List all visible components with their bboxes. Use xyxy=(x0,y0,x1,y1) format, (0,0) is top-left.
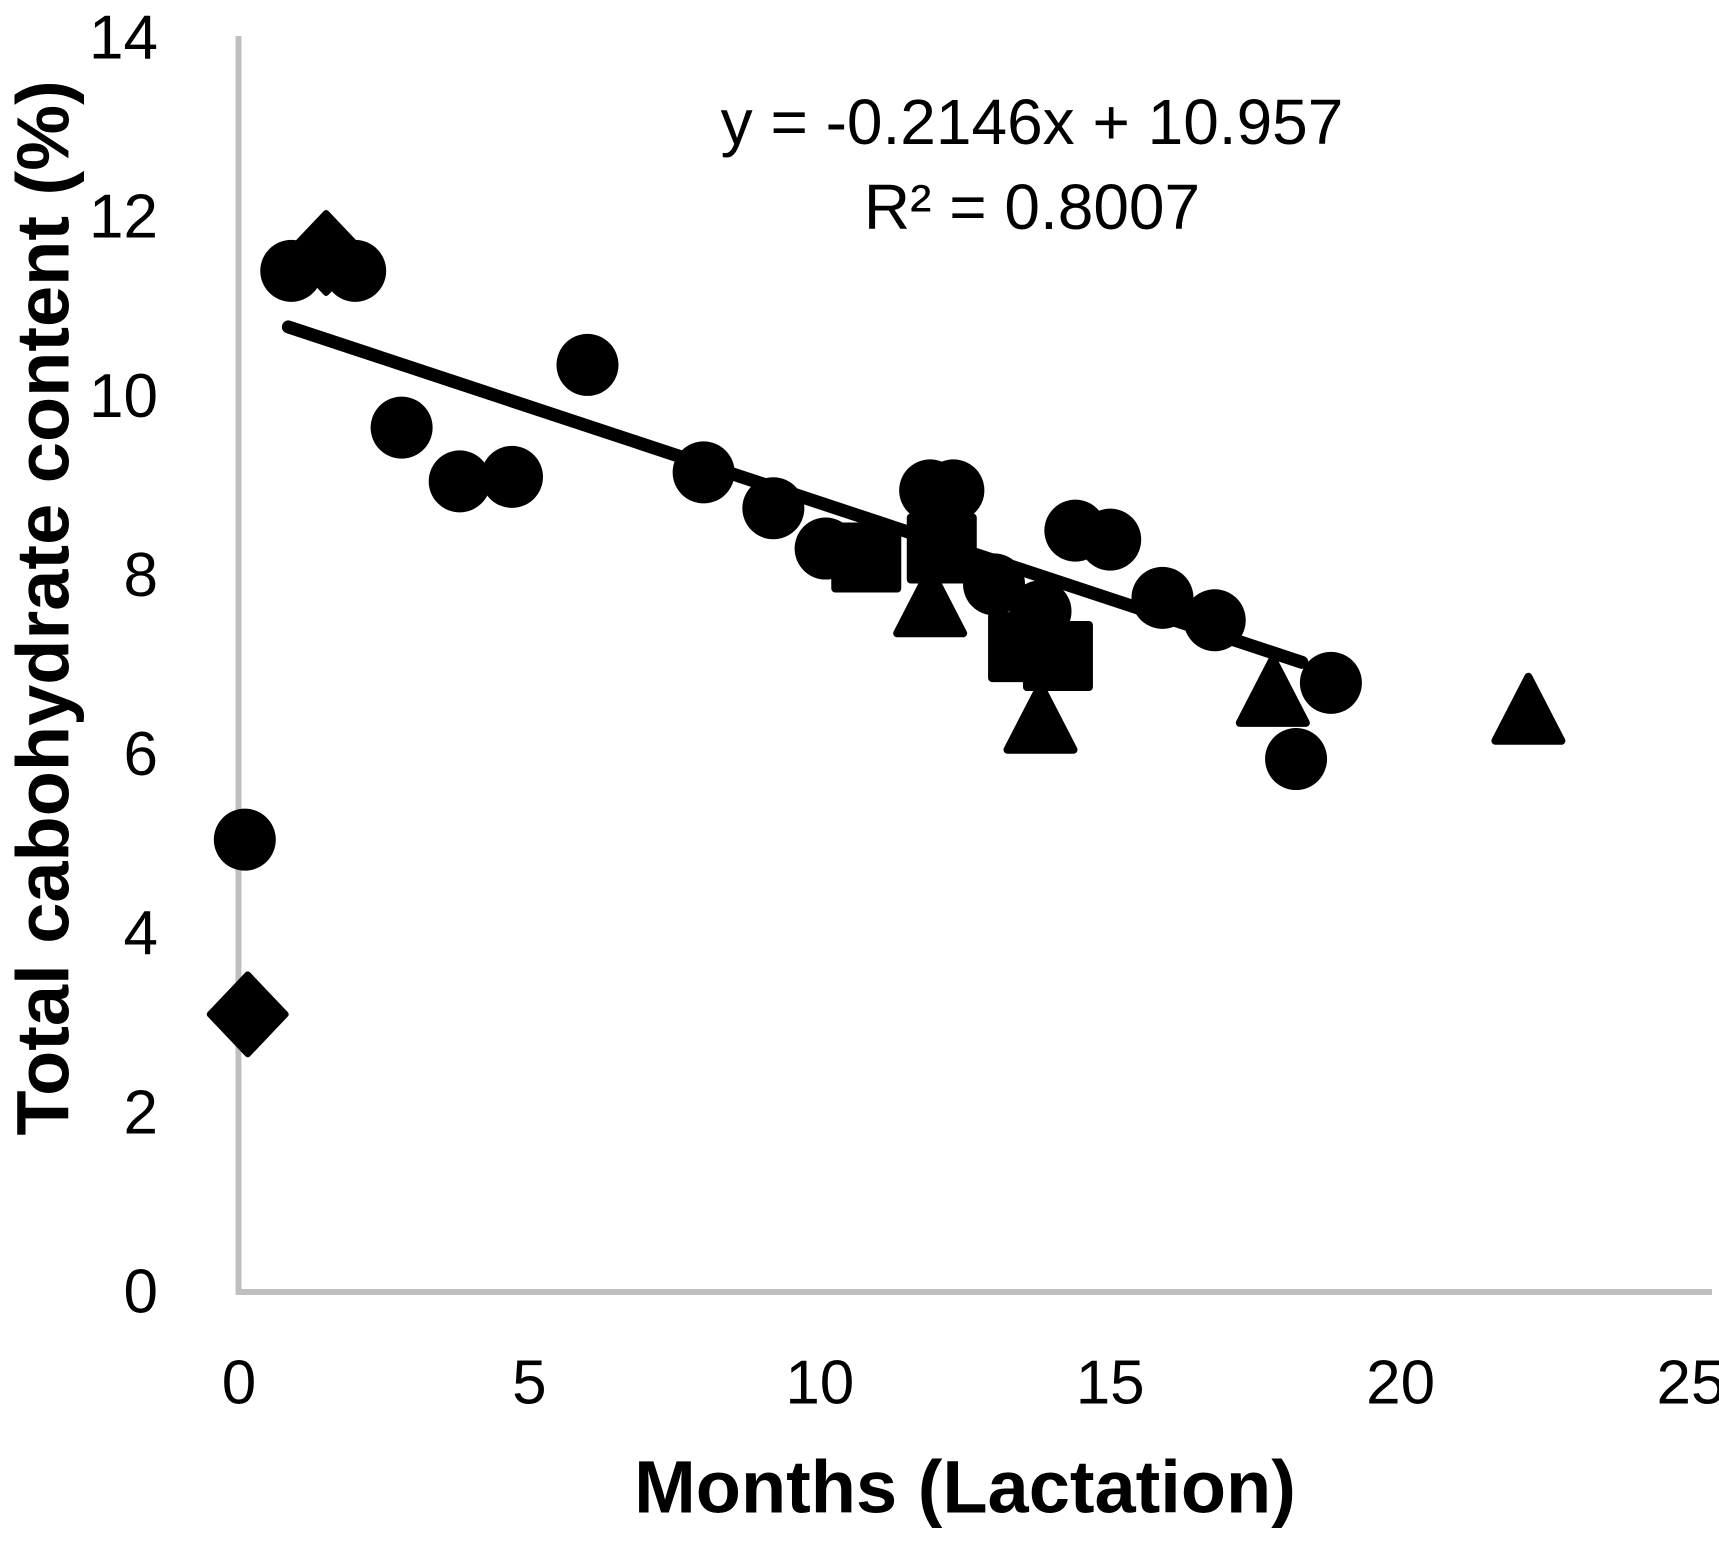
x-tick-label: 10 xyxy=(785,1349,854,1418)
x-tick-label: 5 xyxy=(512,1349,546,1418)
circle-marker xyxy=(1265,728,1328,791)
triangle-marker xyxy=(1003,681,1078,754)
circle-marker xyxy=(480,445,543,508)
circle-marker xyxy=(370,396,433,459)
y-tick-label: 8 xyxy=(124,541,158,610)
circle-marker xyxy=(1079,508,1142,571)
circle-marker xyxy=(213,808,276,871)
x-tick-label: 25 xyxy=(1657,1349,1719,1418)
y-tick-label: 0 xyxy=(124,1258,158,1327)
y-axis-tick-labels: 0 2 4 6 8 10 12 14 xyxy=(89,4,158,1327)
y-tick-label: 4 xyxy=(124,899,158,968)
square-marker xyxy=(1022,621,1093,692)
equation-text: y = -0.2146x + 10.957 xyxy=(721,86,1344,158)
circle-marker xyxy=(428,450,491,513)
circle-marker xyxy=(1299,651,1362,714)
x-tick-label: 15 xyxy=(1076,1349,1145,1418)
x-tick-label: 0 xyxy=(222,1349,256,1418)
x-axis-title: Months (Lactation) xyxy=(634,1446,1296,1529)
circle-marker xyxy=(922,459,985,522)
y-tick-label: 14 xyxy=(89,4,158,73)
r-squared-text: R² = 0.8007 xyxy=(864,171,1200,243)
diamond-marker xyxy=(285,209,368,296)
data-points-layer xyxy=(206,209,1566,1058)
y-tick-label: 12 xyxy=(89,183,158,252)
triangle-marker xyxy=(1491,672,1566,745)
y-tick-label: 2 xyxy=(124,1078,158,1147)
x-tick-label: 20 xyxy=(1366,1349,1435,1418)
triangle-marker xyxy=(1235,654,1310,727)
trendline xyxy=(281,320,1309,669)
diamond-marker xyxy=(206,971,289,1058)
circle-marker xyxy=(556,333,619,396)
triangle-marker xyxy=(893,565,968,638)
x-axis-tick-labels: 0 5 10 15 20 25 xyxy=(222,1349,1719,1418)
y-axis-title: Total cabohydrate content (%) xyxy=(2,80,85,1135)
y-tick-label: 6 xyxy=(124,720,158,789)
axes xyxy=(235,36,1712,1295)
y-tick-label: 10 xyxy=(89,362,158,431)
square-marker xyxy=(831,522,902,593)
